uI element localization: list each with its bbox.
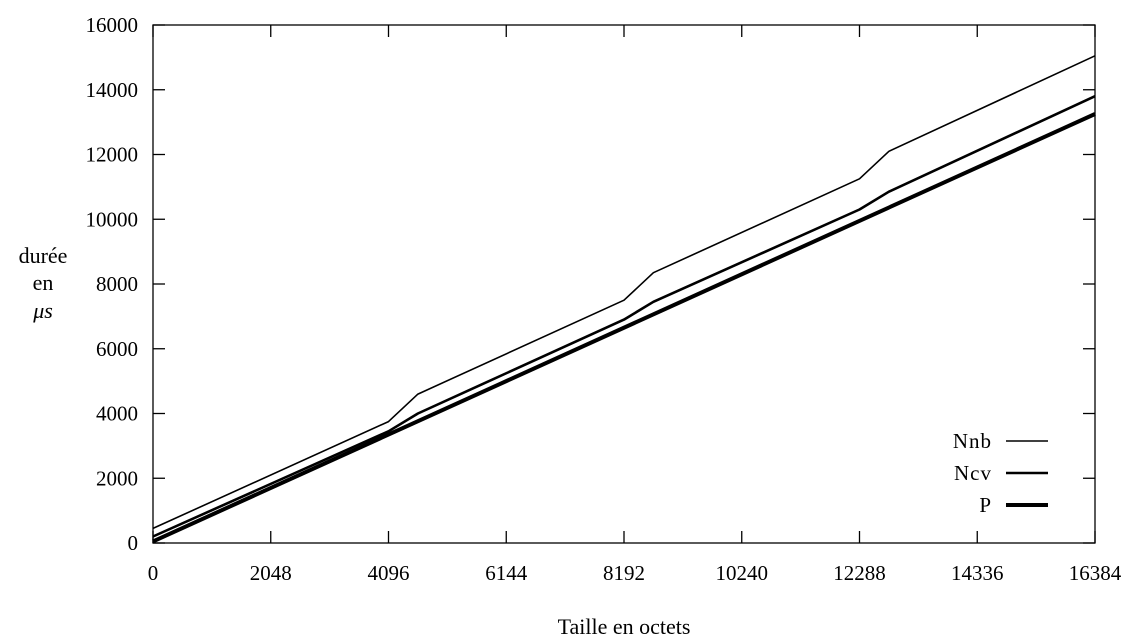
- y-tick-label: 6000: [96, 337, 138, 361]
- x-tick-labels: 0 2048 4096 6144 8192 10240 12288 14336 16384: [148, 561, 1122, 585]
- series-line-p: [152, 112, 1096, 544]
- x-tick-label: 10240: [716, 561, 769, 585]
- y-tick-labels: 0 2000 4000 6000 8000 10000 12000 14000 16000: [86, 13, 139, 555]
- x-tick-label: 2048: [250, 561, 292, 585]
- y-tick-label: 4000: [96, 402, 138, 426]
- axis-ticks: [152, 24, 1096, 544]
- x-tick-label: 12288: [833, 561, 886, 585]
- x-tick-label: 0: [148, 561, 159, 585]
- y-tick-label: 10000: [86, 207, 139, 231]
- x-tick-label: 14336: [951, 561, 1004, 585]
- y-axis-title-line-3: μs: [32, 298, 53, 323]
- series-line-nnb: [152, 55, 1096, 530]
- x-tick-label: 4096: [368, 561, 410, 585]
- x-tick-label: 6144: [485, 561, 528, 585]
- y-tick-label: 8000: [96, 272, 138, 296]
- legend-label-ncv: Ncv: [954, 461, 992, 485]
- legend-label-p: P: [979, 493, 992, 517]
- series-lines: [152, 55, 1096, 544]
- legend-label-nnb: Nnb: [953, 429, 992, 453]
- legend: Nnb Ncv P: [953, 429, 1048, 517]
- series-line-ncv: [152, 95, 1096, 538]
- y-tick-label: 16000: [86, 13, 139, 37]
- x-tick-label: 16384: [1069, 561, 1122, 585]
- y-axis-title-line-1: durée: [19, 243, 68, 268]
- y-tick-label: 14000: [86, 78, 139, 102]
- y-tick-label: 0: [128, 531, 139, 555]
- y-tick-label: 12000: [86, 143, 139, 167]
- x-axis-title: Taille en octets: [558, 614, 691, 639]
- x-tick-label: 8192: [603, 561, 645, 585]
- y-axis-title-line-2: en: [33, 270, 54, 295]
- y-tick-label: 2000: [96, 466, 138, 490]
